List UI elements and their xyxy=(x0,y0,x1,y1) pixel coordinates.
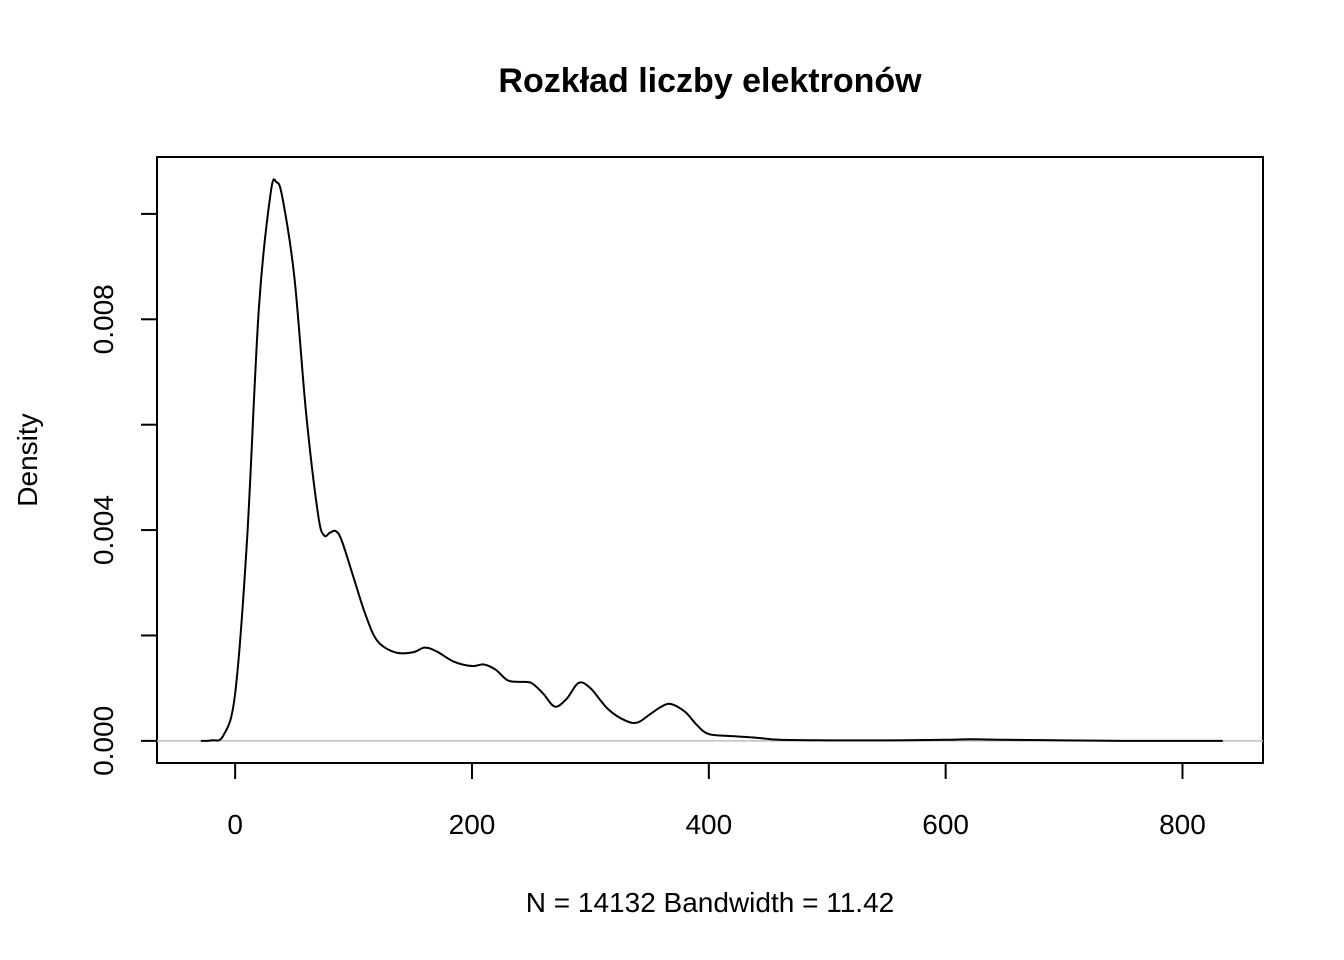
y-tick-label: 0.004 xyxy=(88,495,119,565)
y-axis-label: Density xyxy=(12,413,43,506)
x-tick-label: 200 xyxy=(449,809,496,840)
x-tick-label: 0 xyxy=(227,809,243,840)
x-axis: 0 200 400 600 800 xyxy=(227,762,1206,840)
y-tick-label: 0.008 xyxy=(88,284,119,354)
y-tick-label: 0.000 xyxy=(88,706,119,776)
x-axis-label: N = 14132 Bandwidth = 11.42 xyxy=(526,887,894,918)
plot-frame xyxy=(156,156,1264,764)
x-tick-label: 800 xyxy=(1159,809,1206,840)
y-axis: 0.000 0.004 0.008 xyxy=(88,212,158,776)
x-tick-label: 600 xyxy=(922,809,969,840)
x-tick-label: 400 xyxy=(685,809,732,840)
chart-title: Rozkład liczby elektronów xyxy=(498,62,922,100)
density-curve xyxy=(200,178,1223,742)
